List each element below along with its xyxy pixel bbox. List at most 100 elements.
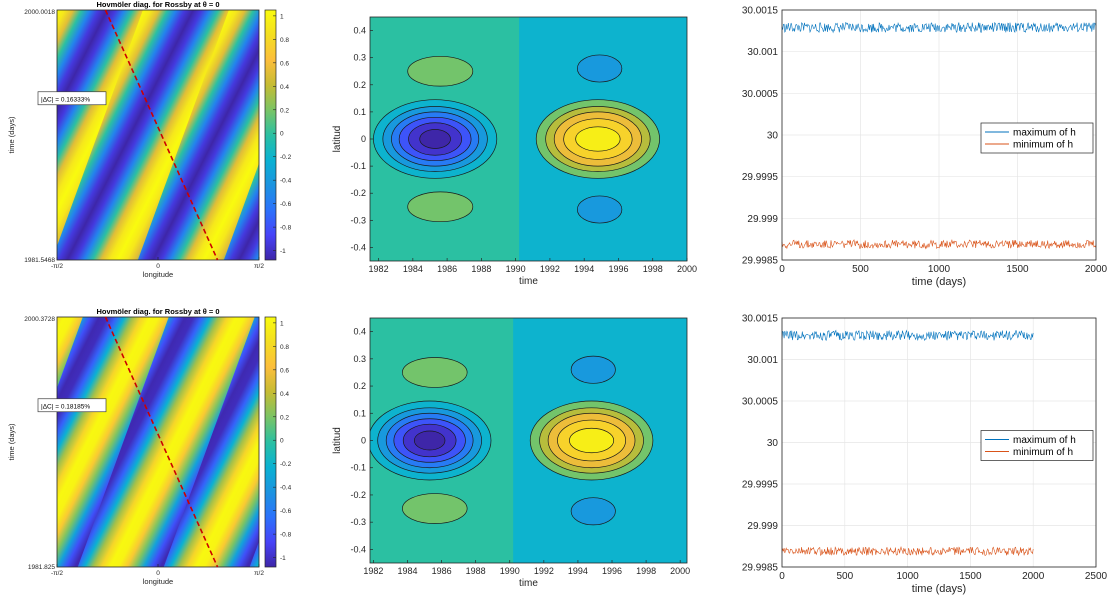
colorbar: [264, 316, 277, 568]
colorbar-tick-label: 0.2: [280, 414, 289, 421]
y-tick-label: -0.2: [350, 188, 366, 198]
x-tick-label: 1986: [437, 264, 457, 274]
x-axis-label: time: [519, 578, 538, 589]
y-tick-label: 30.0015: [742, 6, 779, 17]
hovmoller-panel-0: Hovmöler diag. for Rossby at θ = 0 -π/2 0 π…: [7, 0, 292, 279]
legend-entry: minimum of h: [1013, 447, 1073, 458]
y-tick-label-top: 2000.3728: [24, 316, 55, 323]
y-tick-label: 0.3: [353, 354, 366, 364]
x-tick-label: 500: [836, 571, 853, 582]
reference-line: [104, 9, 219, 261]
y-axis-label: time (days): [7, 423, 16, 461]
side-lobe-contour: [570, 355, 616, 384]
colorbar-tick-label: -0.6: [280, 508, 292, 515]
side-lobe-contour: [576, 54, 623, 83]
colorbar-tick-label: -0.6: [280, 201, 292, 208]
x-tick-label: -π/2: [51, 263, 63, 270]
y-tick-label: 0.2: [353, 80, 366, 90]
x-tick-label: 1984: [403, 264, 423, 274]
colorbar-tick-label: 0.4: [280, 84, 289, 91]
legend-entry: maximum of h: [1013, 128, 1076, 139]
x-tick-label: 2000: [1022, 571, 1045, 582]
x-tick-label: 0: [156, 263, 160, 270]
legend-box: [980, 430, 1094, 461]
y-tick-label-top: 2000.0018: [24, 9, 55, 16]
x-tick-label: 0: [779, 264, 785, 275]
axes-box: [781, 9, 1097, 261]
side-lobe-contour: [407, 55, 474, 87]
side-lobe-contour: [576, 195, 623, 224]
y-tick-label: 0.2: [353, 381, 366, 391]
positive-lobe-contour: [569, 427, 615, 454]
series-line-1: [781, 239, 1097, 250]
y-tick-label: 30.0005: [742, 397, 779, 408]
y-tick-label: 30: [767, 438, 779, 449]
x-tick-label: 2000: [1085, 264, 1108, 275]
colorbar-tick-label: 0.2: [280, 107, 289, 114]
x-axis-label: longitude: [143, 270, 173, 279]
colorbar-tick-label: -1: [280, 248, 286, 255]
y-tick-label: 30: [767, 131, 779, 142]
colorbar-tick-label: -1: [280, 555, 286, 562]
x-tick-label: 1998: [643, 264, 663, 274]
colorbar-tick-label: 0.6: [280, 367, 289, 374]
hovmoller-stripe: [57, 10, 232, 260]
line-panel-5: 0 500 1000 1500 2000 2500 30.0015 30.001 30.0005…: [742, 314, 1108, 596]
hovmoller-panel-3: Hovmöler diag. for Rossby at θ = 0 -π/2 0 π…: [7, 307, 292, 586]
colorbar-tick-label: 0.8: [280, 344, 289, 351]
hovmoller-stripe: [136, 10, 259, 260]
x-tick-label: 1986: [432, 566, 452, 576]
legend-box: [980, 122, 1094, 154]
colorbar-tick-label: -0.4: [280, 485, 292, 492]
colorbar-tick-label: 0: [280, 131, 284, 138]
y-tick-label: 0: [361, 436, 366, 446]
x-tick-label: 1996: [608, 264, 628, 274]
colorbar-tick-label: -0.8: [280, 532, 292, 539]
y-tick-label: -0.2: [350, 490, 366, 500]
x-tick-label: 1996: [602, 566, 622, 576]
annotation-box: [37, 398, 107, 413]
x-tick-label: 0: [779, 571, 785, 582]
x-axis-label: time (days): [912, 276, 966, 288]
x-tick-label: -π/2: [51, 570, 63, 577]
panel-title: Hovmöler diag. for Rossby at θ = 0: [96, 0, 219, 9]
x-tick-label: 1984: [397, 566, 417, 576]
y-tick-label: -0.3: [350, 517, 366, 527]
colorbar-tick-label: 1: [280, 320, 284, 327]
x-tick-label: 1998: [636, 566, 656, 576]
y-tick-label: 0.1: [353, 107, 366, 117]
colorbar-tick-label: -0.2: [280, 461, 292, 468]
colorbar-tick-label: -0.4: [280, 178, 292, 185]
x-tick-label: 2500: [1085, 571, 1108, 582]
colorbar-tick-label: -0.2: [280, 154, 292, 161]
x-tick-label: 2000: [670, 566, 690, 576]
x-tick-label: 1992: [540, 264, 560, 274]
negative-lobe-contour: [413, 430, 446, 451]
y-tick-label: 30.0005: [742, 89, 779, 100]
x-tick-label: 1988: [471, 264, 491, 274]
y-tick-label: 29.9985: [742, 256, 779, 267]
y-tick-label: 29.999: [747, 521, 778, 532]
y-tick-label: 30.0015: [742, 314, 779, 325]
x-tick-label: 0: [156, 570, 160, 577]
colorbar-tick-label: -0.8: [280, 225, 292, 232]
x-tick-label: 1992: [534, 566, 554, 576]
annotation-text: |ΔC| = 0.18185%: [41, 403, 90, 410]
y-tick-label: 0.4: [353, 327, 366, 337]
x-tick-label: 1000: [928, 264, 951, 275]
contour-panel-4: 1982 1984 1986 1988 1990 1992 1994 1996 1998 2000…: [332, 317, 690, 589]
y-tick-label: 30.001: [747, 355, 778, 366]
y-tick-label-bottom: 1981.5468: [24, 257, 55, 264]
y-tick-label: -0.1: [350, 463, 366, 473]
y-tick-label: 0.4: [353, 26, 366, 36]
x-tick-label: π/2: [254, 263, 264, 270]
colorbar-tick-label: 0.4: [280, 391, 289, 398]
y-tick-label: 29.9995: [742, 172, 779, 183]
legend-entry: maximum of h: [1013, 435, 1076, 446]
contour-panel-1: 1982 1984 1986 1988 1990 1992 1994 1996 1998 2000…: [332, 16, 697, 287]
x-axis-label: time (days): [912, 583, 966, 595]
x-tick-label: 1994: [568, 566, 588, 576]
y-tick-label: 0: [361, 134, 366, 144]
annotation-box: [37, 91, 107, 106]
